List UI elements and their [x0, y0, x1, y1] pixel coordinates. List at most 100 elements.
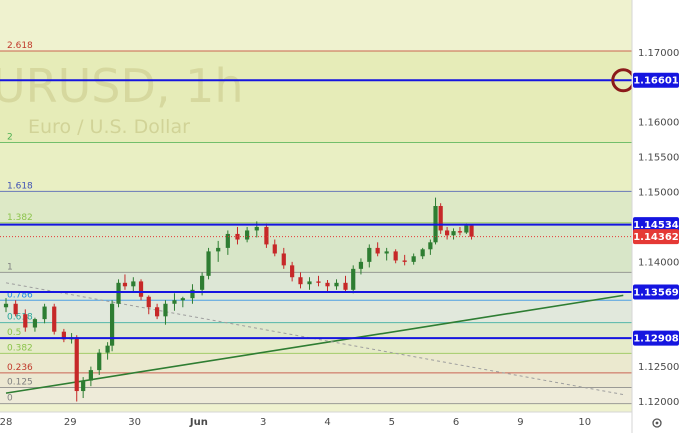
y-tick-label: 1.14000 [638, 257, 679, 268]
candle [225, 230, 230, 255]
svg-text:1.14362: 1.14362 [633, 232, 679, 243]
x-tick-label: 4 [324, 417, 330, 428]
fib-label: 0.125 [7, 378, 33, 388]
x-tick-label: 9 [517, 417, 523, 428]
candle [23, 309, 28, 332]
candle [155, 303, 160, 320]
level-price-label: 1.13569 [633, 284, 679, 300]
candle [393, 249, 398, 264]
candle [457, 226, 463, 236]
fib-zone [0, 50, 632, 143]
fib-zone [0, 322, 632, 338]
fib-zone [0, 372, 632, 388]
candle [316, 275, 321, 287]
svg-text:1.13569: 1.13569 [633, 287, 679, 298]
fib-zone [0, 353, 632, 373]
candle [81, 377, 86, 399]
x-tick-label: 3 [260, 417, 266, 428]
candle [74, 335, 79, 402]
candle [402, 254, 407, 266]
ascending-trendline[interactable] [5, 294, 624, 394]
x-tick-label: 6 [453, 417, 459, 428]
y-tick-label: 1.15500 [638, 153, 679, 164]
x-tick-label: 5 [389, 417, 395, 428]
fib-label: 0.5 [7, 328, 21, 338]
candle [13, 300, 18, 317]
candle [343, 275, 348, 293]
candle [367, 244, 372, 268]
candle [245, 226, 250, 243]
fib-zone [0, 142, 632, 192]
candle [411, 253, 416, 265]
candle [105, 342, 110, 360]
candle [325, 280, 330, 292]
candle [3, 298, 9, 313]
y-tick-label: 1.16000 [638, 118, 679, 129]
candle [281, 247, 286, 269]
fib-zone [0, 337, 632, 354]
candle [163, 300, 168, 325]
candle [298, 272, 303, 289]
fib-label: 0 [7, 394, 13, 404]
price-labels: 1.16601 1.14534 1.13569 1.12908 1.14362 [633, 72, 679, 346]
fib-label: 0.786 [7, 290, 33, 300]
candle [444, 226, 450, 240]
x-tick-label: 10 [578, 417, 591, 428]
axis-settings-button[interactable] [652, 418, 662, 428]
y-tick-label: 1.17000 [638, 48, 679, 59]
svg-text:1.14534: 1.14534 [633, 220, 679, 231]
y-axis-ticks: 1.17000 1.16000 1.15500 1.15000 1.14000 1.125… [638, 48, 679, 408]
candle [351, 265, 356, 294]
fib-label: 0.382 [7, 343, 33, 353]
level-price-label: 1.16601 [633, 72, 679, 88]
fib-zone [0, 191, 632, 223]
candle [42, 303, 47, 324]
x-tick-label: 28 [0, 417, 12, 428]
level-price-label: 1.14534 [633, 217, 679, 233]
candle [97, 349, 102, 375]
y-tick-label: 1.12000 [638, 397, 679, 408]
candle [122, 274, 128, 290]
symbol-watermark: URUSD, 1h Euro / U.S. Dollar [0, 59, 244, 138]
candle [116, 279, 121, 308]
fib-label: 1.618 [7, 181, 33, 191]
symbol-title: URUSD, 1h [0, 59, 244, 113]
x-axis-ticks: 28 29 30 Jun 3 4 5 6 9 10 [0, 417, 591, 428]
level-price-label: 1.12908 [633, 330, 679, 346]
fib-zone [0, 222, 632, 273]
x-tick-label: 30 [128, 417, 141, 428]
fib-label: 0.236 [7, 363, 33, 373]
fib-label: 0.618 [7, 313, 33, 323]
candle [146, 295, 151, 315]
candle [172, 293, 177, 311]
svg-text:1.12908: 1.12908 [633, 334, 679, 345]
candle [290, 261, 295, 282]
candle [32, 317, 38, 332]
last-price-label: 1.14362 [633, 229, 679, 245]
candle [375, 242, 380, 257]
candle [109, 300, 115, 352]
x-tick-label: 29 [64, 417, 77, 428]
gear-icon[interactable] [652, 418, 662, 428]
candle [272, 239, 277, 257]
horizontal-levels[interactable] [0, 79, 632, 340]
candle [420, 247, 425, 260]
candle [131, 277, 136, 292]
candle [88, 366, 93, 387]
fib-zone [0, 272, 632, 301]
candle [206, 247, 211, 280]
y-tick-label: 1.15000 [638, 188, 679, 199]
candle [428, 239, 433, 255]
fib-label: 1.382 [7, 213, 33, 223]
fib-zone [0, 300, 632, 323]
fib-zone [0, 387, 632, 404]
candle [264, 223, 269, 248]
candle [358, 258, 364, 275]
candle [61, 328, 66, 343]
fib-levels: 2.618 2 1.618 1.382 1 0.786 0.618 0.5 0.382 0.236… [0, 41, 632, 405]
candle [216, 240, 221, 262]
y-tick-label: 1.12500 [638, 362, 679, 373]
candle [190, 284, 195, 304]
